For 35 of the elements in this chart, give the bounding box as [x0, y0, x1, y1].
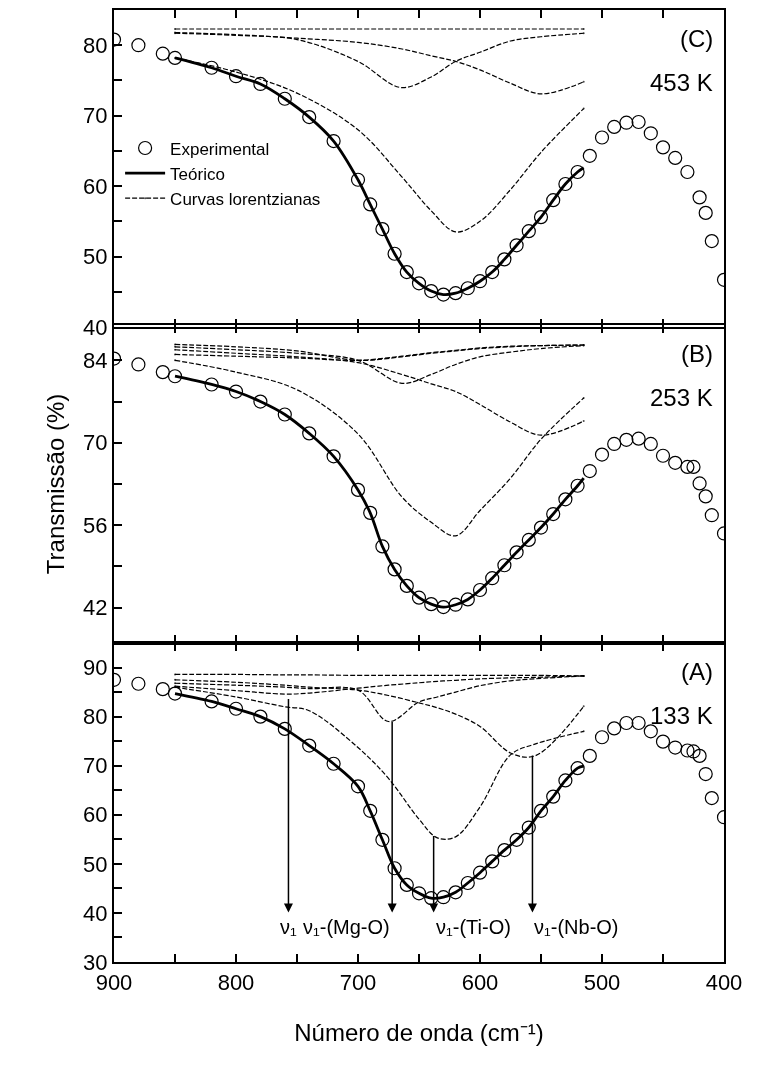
annotation: ν₁-(Nb-O)	[534, 916, 619, 938]
y-tick-label: 42	[83, 595, 108, 621]
y-tick-label: 84	[83, 348, 108, 374]
y-tick-label: 50	[83, 244, 108, 270]
x-tick-label: 500	[583, 970, 621, 996]
y-tick-label: 60	[83, 802, 108, 828]
y-tick-label: 40	[83, 900, 108, 926]
annotation: (A)	[681, 658, 713, 685]
x-tick-label: 600	[461, 970, 499, 996]
y-tick-label: 80	[83, 704, 108, 730]
annotation: 453 K	[650, 69, 713, 96]
x-axis-title: Número de onda (cm⁻¹)	[294, 1019, 544, 1047]
y-tick-label: 60	[83, 173, 108, 199]
annotation: ν₁-(Mg-O)	[303, 916, 390, 938]
annotation: ν₁	[280, 916, 297, 938]
y-tick-label: 56	[83, 512, 108, 538]
annotation: 253 K	[650, 384, 713, 411]
y-tick-label: 50	[83, 851, 108, 877]
annotation: (B)	[681, 340, 713, 367]
y-tick-label: 70	[83, 753, 108, 779]
annotation: (C)	[680, 25, 714, 52]
legend-label: Teórico	[170, 164, 225, 184]
annotation: ν₁-(Ti-O)	[436, 916, 511, 938]
y-axis-title: Transmissão (%)	[41, 393, 69, 575]
y-tick-label: 90	[83, 655, 108, 681]
x-tick-label: 800	[217, 970, 255, 996]
legend-label: Experimental	[170, 139, 270, 159]
x-tick-label: 700	[339, 970, 377, 996]
y-tick-label: 70	[83, 103, 108, 129]
y-tick-label: 40	[83, 314, 108, 340]
y-tick-label: 80	[83, 32, 108, 58]
y-tick-label: 70	[83, 430, 108, 456]
legend-label: Curvas lorentzianas	[170, 189, 321, 209]
annotation: 133 K	[650, 702, 713, 729]
x-tick-label: 400	[705, 970, 743, 996]
